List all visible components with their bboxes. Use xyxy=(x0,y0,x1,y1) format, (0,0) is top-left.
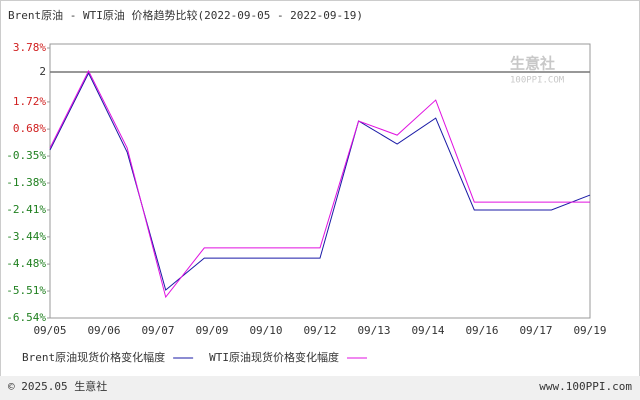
watermark: 生意社 xyxy=(510,55,555,73)
x-tick-label: 09/06 xyxy=(87,324,120,337)
legend-label: WTI原油现货价格变化幅度 xyxy=(209,350,339,364)
chart-title: Brent原油 - WTI原油 价格趋势比较(2022-09-05 - 2022… xyxy=(8,8,363,22)
y-tick-label: 0.68% xyxy=(13,122,46,135)
x-tick-label: 09/14 xyxy=(411,324,444,337)
legend-label: Brent原油现货价格变化幅度 xyxy=(22,350,165,364)
y-tick-label: 3.78% xyxy=(13,41,46,54)
y-tick-label: -3.44% xyxy=(6,230,46,243)
reference-label: 2 xyxy=(39,65,46,78)
x-tick-label: 09/07 xyxy=(141,324,174,337)
x-tick-label: 09/05 xyxy=(33,324,66,337)
x-tick-label: 09/09 xyxy=(195,324,228,337)
footer-left: © 2025.05 生意社 xyxy=(8,379,107,393)
watermark-sub: 100PPI.COM xyxy=(510,76,565,86)
plot-area xyxy=(49,43,591,319)
y-tick-label: 1.72% xyxy=(13,95,46,108)
series-line xyxy=(49,69,590,299)
y-tick-label: -1.38% xyxy=(6,176,46,189)
y-tick-label: -2.41% xyxy=(6,203,46,216)
x-tick-label: 09/16 xyxy=(465,324,498,337)
x-tick-label: 09/12 xyxy=(303,324,336,337)
footer-bar xyxy=(0,376,640,400)
y-tick-label: -0.35% xyxy=(6,149,46,162)
x-tick-label: 09/13 xyxy=(357,324,390,337)
x-tick-label: 09/17 xyxy=(519,324,552,337)
x-tick-label: 09/19 xyxy=(573,324,606,337)
x-tick-label: 09/10 xyxy=(249,324,282,337)
footer-right: www.100PPI.com xyxy=(539,380,632,393)
y-tick-label: -4.48% xyxy=(6,257,46,270)
y-tick-label: -5.51% xyxy=(6,284,46,297)
y-tick-label: -6.54% xyxy=(6,311,46,324)
